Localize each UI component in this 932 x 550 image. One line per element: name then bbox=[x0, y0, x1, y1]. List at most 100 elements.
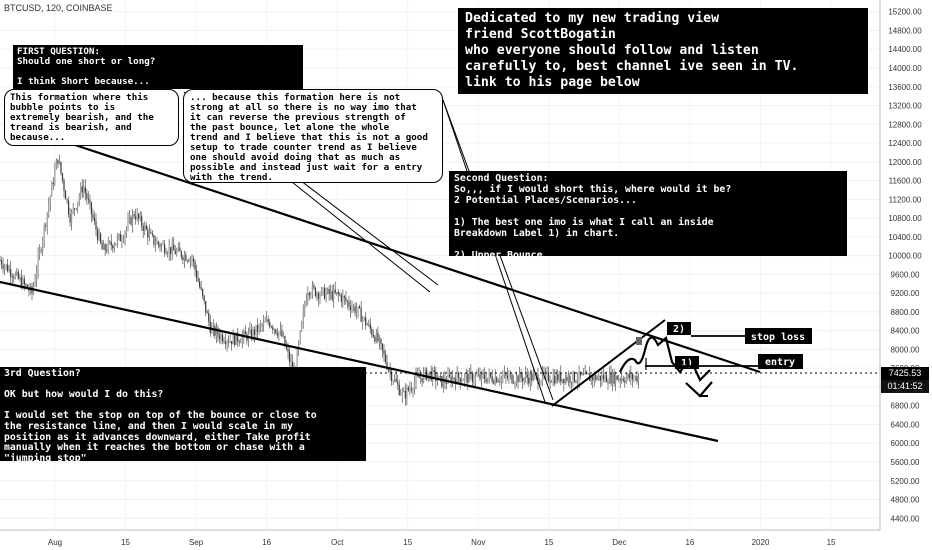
candle-body bbox=[167, 253, 169, 255]
candle-body bbox=[383, 350, 385, 355]
candle-body bbox=[415, 374, 417, 383]
candle-body bbox=[189, 258, 192, 262]
y-tick-label: 11200.00 bbox=[889, 195, 922, 204]
candle-body bbox=[209, 321, 211, 334]
candle-body bbox=[398, 384, 400, 395]
candle-body bbox=[622, 378, 624, 381]
candle-body bbox=[575, 381, 577, 383]
candle-body bbox=[349, 306, 352, 311]
candle-body bbox=[473, 380, 475, 382]
candle-body bbox=[403, 390, 405, 392]
candle-body bbox=[259, 324, 262, 326]
candle-body bbox=[456, 372, 458, 384]
candle-body bbox=[211, 328, 213, 334]
candle-body bbox=[52, 183, 54, 185]
candle-body bbox=[374, 336, 376, 342]
y-tick-label: 5200.00 bbox=[891, 477, 920, 486]
candle-body bbox=[176, 250, 178, 255]
candle-body bbox=[194, 261, 196, 270]
candle-body bbox=[116, 237, 118, 244]
candle-body bbox=[51, 183, 53, 197]
candle-body bbox=[508, 375, 510, 378]
price-series bbox=[0, 154, 640, 406]
candle-body bbox=[2, 264, 4, 269]
candle-body bbox=[418, 375, 420, 379]
bubble-left: This formation where this bubble points … bbox=[4, 89, 179, 146]
candle-body bbox=[188, 260, 190, 262]
candle-body bbox=[596, 377, 598, 380]
candle-body bbox=[624, 380, 626, 383]
candle-body bbox=[282, 336, 285, 337]
candle-body bbox=[119, 233, 121, 242]
candle-body bbox=[316, 293, 318, 297]
candle-body bbox=[621, 378, 623, 381]
candle-body bbox=[214, 326, 216, 336]
candle-body bbox=[276, 332, 278, 336]
y-tick-label: 4800.00 bbox=[891, 496, 920, 505]
y-tick-label: 14000.00 bbox=[888, 64, 922, 73]
candle-body bbox=[404, 390, 406, 399]
candle-body bbox=[384, 354, 387, 363]
y-tick-label: 11600.00 bbox=[889, 177, 922, 186]
candle-body bbox=[327, 288, 329, 293]
candle-body bbox=[243, 331, 245, 337]
candle-body bbox=[235, 332, 237, 345]
candle-body bbox=[296, 350, 298, 372]
candle-body bbox=[157, 241, 160, 245]
candle-body bbox=[287, 348, 289, 352]
candle-body bbox=[560, 372, 562, 382]
candle-body bbox=[133, 214, 135, 217]
y-tick-label: 8400.00 bbox=[891, 327, 920, 336]
y-tick-label: 10000.00 bbox=[888, 252, 922, 261]
candle-body bbox=[89, 199, 91, 203]
candle-body bbox=[426, 369, 428, 380]
y-tick-label: 5600.00 bbox=[891, 458, 920, 467]
candle-body bbox=[87, 198, 89, 200]
candle-body bbox=[92, 214, 94, 218]
candle-body bbox=[511, 374, 513, 383]
candle-body bbox=[109, 241, 111, 243]
candle-body bbox=[67, 200, 70, 215]
candle-body bbox=[151, 233, 153, 236]
candle-body bbox=[217, 328, 219, 335]
last-price-tag: 7425.53 bbox=[881, 367, 929, 380]
candle-body bbox=[307, 293, 309, 300]
x-tick-label: 15 bbox=[544, 538, 553, 547]
y-tick-label: 4400.00 bbox=[891, 514, 920, 523]
candle-body bbox=[182, 257, 184, 261]
range-marker bbox=[645, 358, 647, 370]
candle-body bbox=[145, 225, 147, 230]
candle-body bbox=[202, 289, 204, 296]
candle-body bbox=[45, 225, 47, 227]
candle-body bbox=[491, 376, 493, 382]
candle-body bbox=[467, 373, 469, 383]
candle-body bbox=[191, 258, 193, 260]
candle-body bbox=[99, 233, 102, 243]
trendline-drawings: 2) stop loss 1) entry bbox=[0, 91, 880, 443]
second-question-box: Second Question: So,,, if I would short … bbox=[449, 171, 847, 261]
candle-body bbox=[115, 243, 117, 246]
third-question-box: 3rd Question? OK but how would I do this… bbox=[0, 367, 366, 464]
candle-body bbox=[40, 249, 42, 251]
candle-body bbox=[66, 199, 68, 201]
candle-body bbox=[113, 245, 115, 249]
candle-body bbox=[474, 375, 477, 381]
candle-body bbox=[285, 346, 288, 349]
candle-body bbox=[96, 229, 99, 240]
candle-body bbox=[581, 373, 583, 376]
candle-body bbox=[634, 376, 637, 378]
candle-body bbox=[340, 295, 342, 302]
candle-body bbox=[567, 375, 569, 381]
candle-body bbox=[147, 229, 149, 238]
candle-body bbox=[130, 216, 132, 225]
candle-body bbox=[141, 216, 143, 227]
candle-body bbox=[231, 341, 233, 345]
x-tick-label: Oct bbox=[331, 538, 344, 547]
candle-body bbox=[43, 225, 45, 240]
candle-body bbox=[333, 289, 335, 300]
candle-body bbox=[153, 235, 155, 245]
candle-body bbox=[630, 373, 632, 379]
candle-body bbox=[386, 362, 388, 370]
candle-body bbox=[290, 361, 292, 363]
candle-body bbox=[354, 306, 356, 314]
